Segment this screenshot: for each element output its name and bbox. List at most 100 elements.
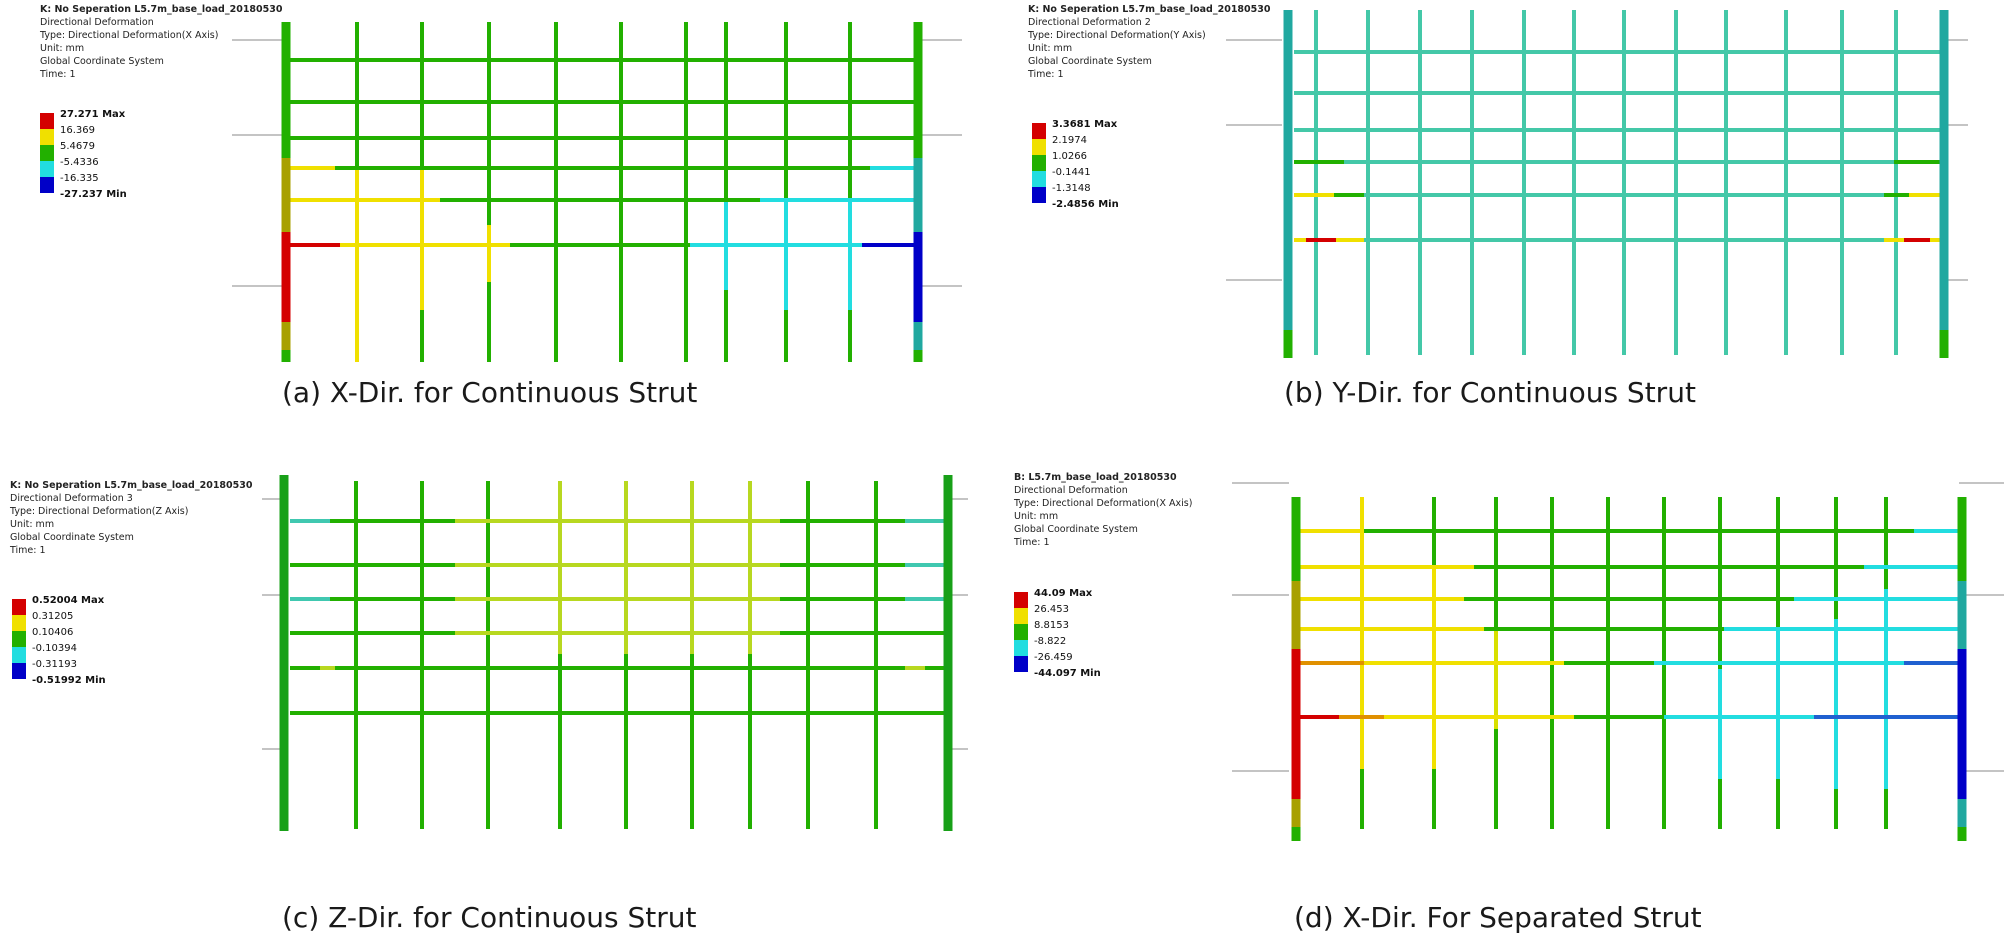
- horizontal-struts: [1300, 529, 1958, 719]
- deformation-model: [1226, 10, 1968, 358]
- header-line: Type: Directional Deformation(X Axis): [1014, 498, 1193, 509]
- legend-value: -0.10394: [32, 643, 77, 654]
- header-line: Type: Directional Deformation(X Axis): [40, 30, 219, 41]
- color-legend: 0.52004 Max 0.31205 0.10406 -0.10394 -0.…: [12, 595, 132, 695]
- vertical-struts: [354, 481, 878, 829]
- deformation-model: [232, 22, 962, 362]
- header-line: Type: Directional Deformation(Z Axis): [10, 506, 189, 517]
- legend-swatch-cyan: [12, 647, 26, 663]
- legend-value: -0.1441: [1052, 167, 1091, 178]
- legend-swatch-green: [12, 631, 26, 647]
- legend-value: -8.822: [1034, 636, 1067, 647]
- legend-swatch-cyan: [1014, 640, 1028, 656]
- figure-caption: (c) Z-Dir. for Continuous Strut: [282, 901, 697, 934]
- legend-min: -0.51992 Min: [32, 675, 106, 686]
- legend-swatch-green: [40, 145, 54, 161]
- legend-value: 8.8153: [1034, 620, 1069, 631]
- header-line: Global Coordinate System: [1014, 524, 1138, 535]
- support-ticks: [262, 498, 968, 750]
- header-line: Unit: mm: [1014, 511, 1059, 522]
- legend-value: 26.453: [1034, 604, 1069, 615]
- header-line: Unit: mm: [1028, 43, 1073, 54]
- legend-value: 1.0266: [1052, 151, 1087, 162]
- retaining-walls: [1291, 497, 1967, 841]
- result-header: K: No Seperation L5.7m_base_load_2018053…: [40, 3, 283, 81]
- legend-swatch-blue: [12, 663, 26, 679]
- legend-swatch-green: [1014, 624, 1028, 640]
- legend-value: 0.31205: [32, 611, 74, 622]
- panel-d: B: L5.7m_base_load_20180530 Directional …: [1004, 469, 2008, 938]
- header-line: Time: 1: [1014, 537, 1050, 548]
- legend-value: 2.1974: [1052, 135, 1087, 146]
- legend-value: -0.31193: [32, 659, 77, 670]
- legend-swatch-green: [1032, 155, 1046, 171]
- legend-min: -2.4856 Min: [1052, 199, 1119, 210]
- legend-min: -44.097 Min: [1034, 668, 1101, 679]
- legend-value: 16.369: [60, 125, 95, 136]
- result-header: K: No Seperation L5.7m_base_load_2018053…: [1028, 3, 1271, 81]
- header-title: K: No Seperation L5.7m_base_load_2018053…: [40, 4, 283, 15]
- legend-swatch-red: [40, 113, 54, 129]
- retaining-walls: [1283, 10, 1949, 358]
- legend-value: -26.459: [1034, 652, 1073, 663]
- header-line: Directional Deformation 3: [10, 493, 133, 504]
- legend-max: 3.3681 Max: [1052, 119, 1118, 130]
- horizontal-struts: [288, 58, 915, 247]
- header-title: B: L5.7m_base_load_20180530: [1014, 472, 1177, 483]
- legend-max: 0.52004 Max: [32, 595, 105, 606]
- legend-swatch-blue: [1014, 656, 1028, 672]
- legend-swatch-yellow: [40, 129, 54, 145]
- retaining-walls: [281, 22, 923, 362]
- header-line: Global Coordinate System: [40, 56, 164, 67]
- figure-caption: (b) Y-Dir. for Continuous Strut: [1284, 376, 1696, 409]
- figure-caption: (d) X-Dir. For Separated Strut: [1294, 901, 1702, 934]
- horizontal-struts: [1294, 50, 1940, 242]
- vertical-struts: [1314, 10, 1898, 355]
- header-line: Unit: mm: [40, 43, 85, 54]
- header-line: Time: 1: [40, 69, 76, 80]
- legend-swatch-blue: [1032, 187, 1046, 203]
- header-line: Directional Deformation 2: [1028, 17, 1151, 28]
- vertical-struts: [355, 22, 852, 362]
- legend-min: -27.237 Min: [60, 189, 127, 200]
- deformation-model: [262, 475, 968, 831]
- legend-swatch-red: [12, 599, 26, 615]
- header-line: Time: 1: [1028, 69, 1064, 80]
- figure-caption: (a) X-Dir. for Continuous Strut: [282, 376, 698, 409]
- legend-value: -16.335: [60, 173, 99, 184]
- legend-value: 0.10406: [32, 627, 74, 638]
- header-line: Directional Deformation: [40, 17, 154, 28]
- header-line: Unit: mm: [10, 519, 55, 530]
- legend-value: 5.4679: [60, 141, 95, 152]
- panel-c: K: No Seperation L5.7m_base_load_2018053…: [0, 469, 1004, 938]
- header-title: K: No Seperation L5.7m_base_load_2018053…: [1028, 4, 1271, 15]
- header-line: Global Coordinate System: [10, 532, 134, 543]
- support-ticks: [1226, 39, 1968, 281]
- deformation-model: [1232, 482, 2004, 841]
- legend-swatch-yellow: [12, 615, 26, 631]
- legend-max: 44.09 Max: [1034, 588, 1093, 599]
- legend-value: -1.3148: [1052, 183, 1091, 194]
- panel-a: K: No Seperation L5.7m_base_load_2018053…: [0, 0, 1004, 469]
- legend-max: 27.271 Max: [60, 109, 126, 120]
- legend-swatch-red: [1014, 592, 1028, 608]
- support-ticks: [232, 39, 962, 287]
- result-header: K: No Seperation L5.7m_base_load_2018053…: [10, 479, 253, 557]
- legend-swatch-yellow: [1014, 608, 1028, 624]
- legend-swatch-blue: [40, 177, 54, 193]
- header-line: Time: 1: [10, 545, 46, 556]
- color-legend: 44.09 Max 26.453 8.8153 -8.822 -26.459 -…: [1014, 588, 1134, 688]
- color-legend: 3.3681 Max 2.1974 1.0266 -0.1441 -1.3148…: [1032, 119, 1152, 219]
- header-title: K: No Seperation L5.7m_base_load_2018053…: [10, 480, 253, 491]
- color-legend: 27.271 Max 16.369 5.4679 -5.4336 -16.335…: [40, 109, 160, 209]
- legend-swatch-red: [1032, 123, 1046, 139]
- horizontal-struts: [290, 519, 945, 715]
- header-line: Global Coordinate System: [1028, 56, 1152, 67]
- legend-value: -5.4336: [60, 157, 99, 168]
- retaining-walls: [279, 475, 953, 831]
- legend-swatch-cyan: [40, 161, 54, 177]
- result-header: B: L5.7m_base_load_20180530 Directional …: [1014, 471, 1192, 549]
- header-line: Type: Directional Deformation(Y Axis): [1028, 30, 1206, 41]
- legend-swatch-yellow: [1032, 139, 1046, 155]
- panel-b: K: No Seperation L5.7m_base_load_2018053…: [1004, 0, 2008, 469]
